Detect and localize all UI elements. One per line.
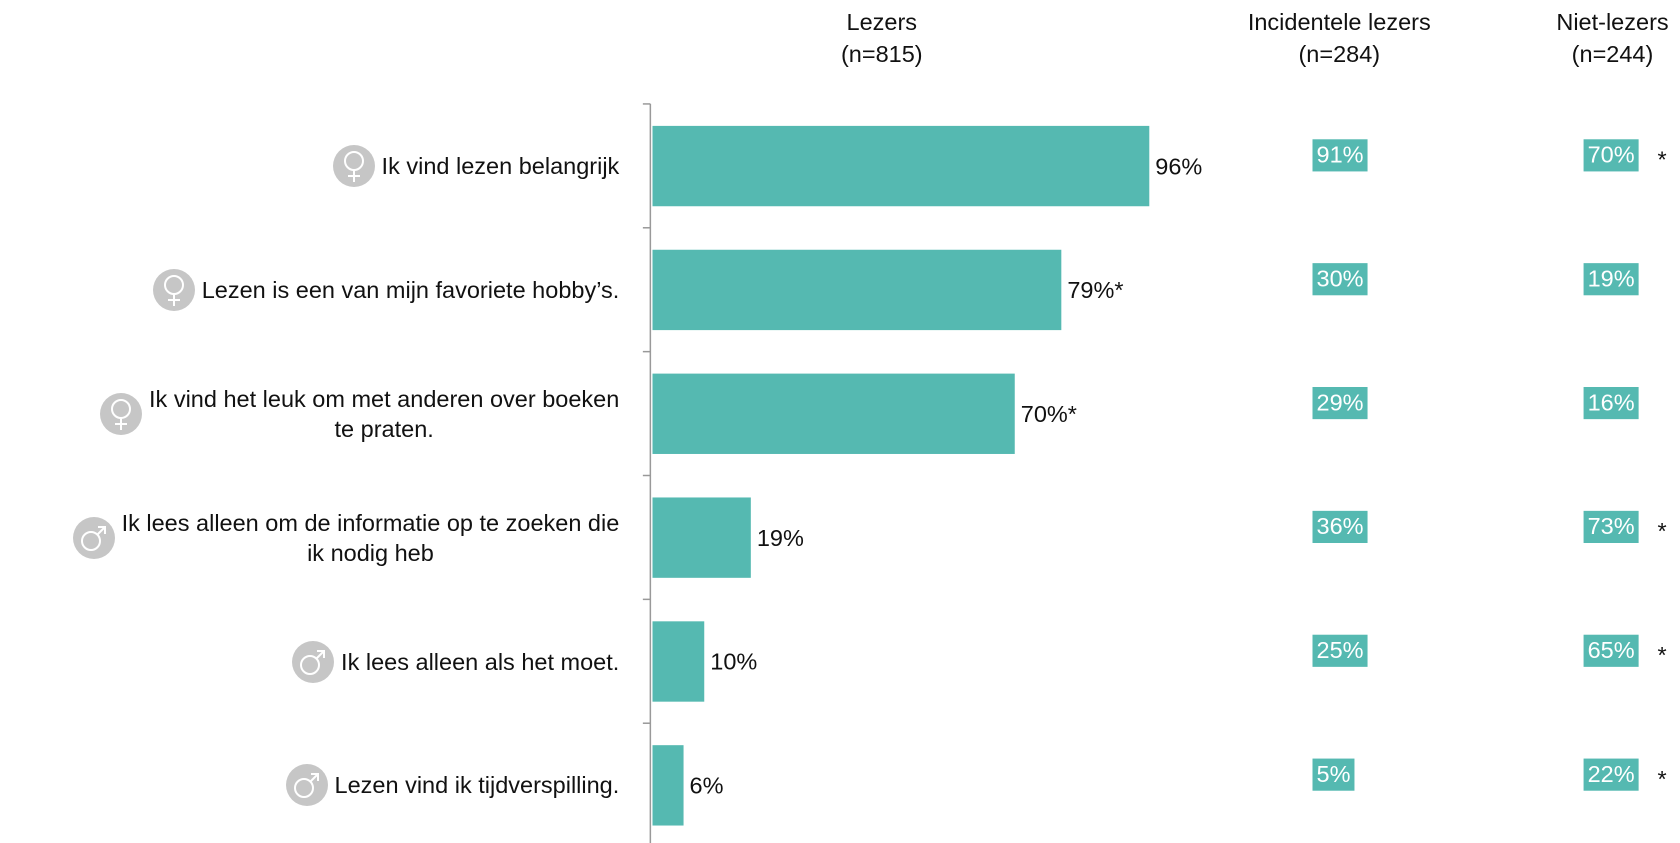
female-icon bbox=[152, 268, 195, 311]
column-header: Lezers bbox=[847, 9, 918, 35]
category-label: Ik vind lezen belangrijk bbox=[381, 153, 620, 180]
value-box bbox=[1583, 263, 1639, 296]
value-box bbox=[1583, 510, 1639, 543]
icon-arrow bbox=[96, 525, 106, 535]
value-label: 10% bbox=[710, 649, 757, 675]
female-icon bbox=[100, 392, 143, 435]
female-icon bbox=[332, 145, 375, 188]
value-box bbox=[1583, 758, 1639, 791]
bar bbox=[652, 497, 751, 578]
male-icon bbox=[285, 764, 328, 807]
bar bbox=[652, 373, 1015, 454]
value-label: 16% bbox=[1588, 389, 1635, 415]
value-box bbox=[1312, 634, 1368, 667]
icon-bg bbox=[332, 145, 375, 188]
value-label: 65% bbox=[1588, 637, 1635, 663]
column-subheader: (n=284) bbox=[1298, 41, 1380, 67]
icon-bg bbox=[72, 516, 115, 559]
value-box bbox=[1312, 758, 1355, 791]
value-label: 22% bbox=[1588, 761, 1635, 787]
icon-cross bbox=[347, 170, 360, 183]
category-label: Lezen is een van mijn favoriete hobby’s. bbox=[201, 276, 620, 303]
value-box bbox=[1312, 510, 1368, 543]
significance-marker: * bbox=[1658, 518, 1667, 544]
value-box bbox=[1312, 387, 1368, 420]
significance-marker: * bbox=[1658, 766, 1667, 792]
category-label: Lezen vind ik tijdverspilling. bbox=[334, 772, 620, 799]
value-label: 30% bbox=[1317, 265, 1364, 291]
icon-arrow bbox=[309, 773, 319, 783]
value-box bbox=[1583, 139, 1639, 172]
value-label: 91% bbox=[1317, 142, 1364, 168]
icon-ring bbox=[293, 778, 314, 799]
value-label: 5% bbox=[1317, 761, 1351, 787]
bar bbox=[652, 621, 705, 702]
column-header: Niet-lezers bbox=[1556, 9, 1668, 35]
icon-ring bbox=[300, 654, 321, 675]
value-label: 19% bbox=[1588, 265, 1635, 291]
icon-ring bbox=[80, 530, 101, 551]
value-box bbox=[1312, 263, 1368, 296]
male-icon bbox=[292, 640, 335, 683]
category-label-row: Ik lees alleen om de informatie op te zo… bbox=[72, 508, 620, 568]
category-label: Ik lees alleen om de informatie op te zo… bbox=[121, 509, 620, 566]
male-icon bbox=[72, 516, 115, 559]
value-label: 6% bbox=[690, 773, 724, 799]
bar bbox=[652, 249, 1062, 331]
bar bbox=[652, 125, 1150, 207]
category-label-row: Ik vind lezen belangrijk bbox=[332, 144, 620, 188]
value-label: 25% bbox=[1317, 637, 1364, 663]
icon-cross bbox=[167, 293, 180, 306]
category-label: Ik lees alleen als het moet. bbox=[341, 648, 620, 675]
category-label: Ik vind het leuk om met anderen over boe… bbox=[149, 385, 620, 442]
value-label: 96% bbox=[1155, 153, 1202, 179]
value-label: 70% bbox=[1588, 142, 1635, 168]
value-label: 79%* bbox=[1067, 277, 1123, 303]
icon-bg bbox=[285, 764, 328, 807]
value-label: 70%* bbox=[1021, 401, 1077, 427]
value-box bbox=[1312, 139, 1368, 172]
column-header: Incidentele lezers bbox=[1248, 9, 1431, 35]
category-label-row: Ik lees alleen als het moet. bbox=[291, 640, 619, 684]
icon-arrow bbox=[315, 649, 326, 659]
category-label-row: Ik vind het leuk om met anderen over boe… bbox=[99, 384, 619, 444]
icon-bg bbox=[152, 268, 195, 311]
column-subheader: (n=815) bbox=[841, 41, 923, 67]
value-label: 19% bbox=[757, 525, 804, 551]
value-label: 73% bbox=[1588, 513, 1635, 539]
icon-cross bbox=[115, 417, 128, 430]
bar bbox=[652, 745, 684, 826]
significance-marker: * bbox=[1658, 642, 1667, 668]
value-label: 36% bbox=[1317, 513, 1364, 539]
value-label: 29% bbox=[1317, 389, 1364, 415]
value-box bbox=[1583, 634, 1639, 667]
column-subheader: (n=244) bbox=[1572, 41, 1654, 67]
significance-marker: * bbox=[1658, 147, 1667, 173]
icon-bg bbox=[292, 640, 335, 683]
value-box bbox=[1583, 387, 1639, 420]
category-label-row: Lezen is een van mijn favoriete hobby’s. bbox=[152, 268, 620, 312]
category-label-row: Lezen vind ik tijdverspilling. bbox=[285, 763, 620, 807]
icon-bg bbox=[100, 392, 143, 435]
